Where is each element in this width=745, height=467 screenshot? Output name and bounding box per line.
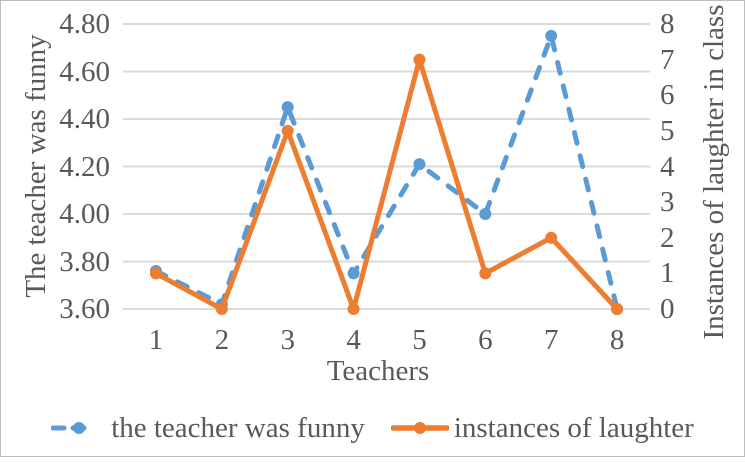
right-axis-tick-label: 1	[660, 257, 675, 290]
data-point-marker	[545, 231, 558, 244]
data-point-marker	[413, 158, 426, 171]
right-axis-tick-label: 3	[660, 186, 675, 219]
data-point-marker	[545, 29, 558, 42]
left-axis-tick-label: 4.80	[59, 8, 110, 40]
data-point-marker	[215, 303, 228, 315]
right-axis-tick-label: 6	[660, 79, 675, 112]
x-axis-tick-label: 4	[346, 324, 361, 356]
data-point-marker	[413, 53, 426, 66]
right-axis-tick-label: 5	[660, 114, 675, 147]
data-point-marker	[281, 124, 294, 137]
left-axis-tick-label: 3.60	[59, 293, 110, 325]
x-axis-tick-label: 6	[478, 324, 493, 356]
data-point-marker	[215, 298, 228, 311]
legend-item-teacher-was-funny: the teacher was funny	[51, 412, 365, 444]
data-point-marker	[149, 265, 162, 277]
left-axis-tick-label: 4.40	[59, 103, 110, 135]
x-axis-tick-label: 1	[148, 324, 164, 356]
solid-line-marker-icon	[390, 422, 449, 434]
data-point-marker	[149, 267, 162, 280]
x-axis-tick-label: 8	[609, 324, 625, 356]
data-point-marker	[347, 267, 360, 280]
data-point-marker	[281, 101, 294, 114]
legend-label-teacher-was-funny: the teacher was funny	[111, 412, 365, 444]
data-point-marker	[479, 208, 492, 220]
series-line-1	[153, 57, 620, 312]
x-axis-tick-label: 2	[214, 324, 230, 356]
left-axis-tick-label: 3.80	[59, 245, 110, 278]
dashed-line-marker-icon	[51, 422, 96, 434]
right-axis-tick-label: 7	[660, 43, 675, 76]
left-axis-tick-label: 4.20	[59, 150, 110, 183]
legend-item-instances-of-laughter: instances of laughter	[390, 412, 694, 444]
x-axis-tick-label: 3	[280, 324, 295, 356]
left-axis-tick-label: 4.60	[59, 55, 110, 88]
x-axis-tick-label: 7	[543, 324, 559, 356]
right-axis-tick-label: 4	[660, 150, 675, 183]
right-axis-tick-label: 2	[660, 221, 675, 254]
data-point-marker	[611, 303, 624, 315]
data-point-marker	[611, 303, 624, 315]
right-axis-tick-label: 0	[660, 293, 675, 325]
series-line-0	[153, 33, 620, 312]
x-axis-title: Teachers	[326, 355, 430, 387]
left-axis-tick-label: 4.00	[59, 198, 110, 230]
legend-label-instances-of-laughter: instances of laughter	[453, 412, 694, 444]
chart-border	[0, 0, 745, 457]
legend: the teacher was funny instances of laugh…	[0, 406, 745, 450]
right-axis-tick-label: 8	[660, 8, 675, 40]
x-axis-tick-label: 5	[412, 324, 427, 356]
data-point-marker	[347, 303, 360, 315]
data-point-marker	[479, 267, 492, 280]
